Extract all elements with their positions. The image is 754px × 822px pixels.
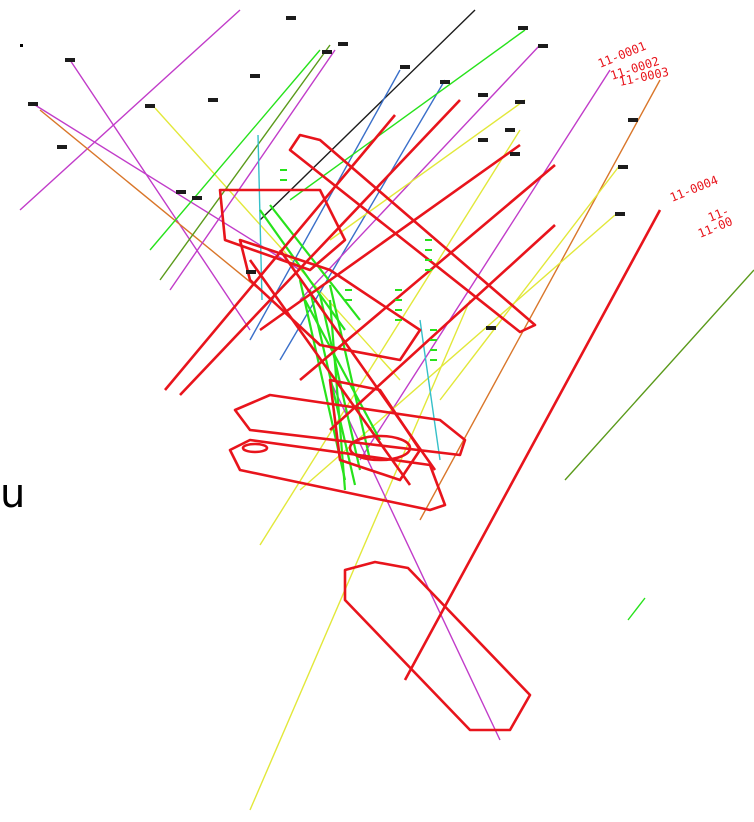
red-outlines [164, 99, 662, 732]
outline-block-2 [218, 188, 347, 272]
trace-olive [564, 269, 754, 481]
trace-green [627, 597, 646, 621]
drillhole-traces [19, 9, 754, 811]
trace-green [149, 49, 321, 251]
trace-yellow [249, 299, 471, 811]
trace-ticks [28, 16, 638, 330]
trace-black [259, 9, 476, 221]
trace-magenta [19, 9, 241, 211]
hole-labels: 11-0001 11-0002 11-0003 11-0004 11- 11-0… [596, 39, 735, 241]
trace-green [289, 29, 526, 201]
trace-yellow [154, 107, 401, 381]
sample-marks [280, 169, 437, 361]
trace-magenta [359, 69, 611, 461]
trace-magenta [299, 44, 541, 301]
outline-block-3 [238, 238, 422, 362]
outline-block-4 [233, 393, 467, 457]
trace-magenta [34, 104, 301, 271]
trace-orange [419, 79, 661, 521]
partial-glyph: u [0, 471, 26, 517]
trace-blue [279, 79, 446, 361]
hole-label: 11-0004 [668, 173, 720, 205]
trace-olive [159, 44, 331, 281]
trace-yellow [329, 99, 526, 241]
trace-magenta [329, 379, 501, 741]
outline-block-5 [228, 438, 447, 512]
trace-orange [39, 109, 261, 291]
outline-block-1 [288, 133, 537, 334]
outline-block-6 [343, 560, 532, 732]
trace-cyan [257, 134, 263, 301]
trace-magenta [169, 49, 336, 291]
outline-block-7 [328, 378, 422, 482]
trace-magenta [69, 59, 251, 331]
stray-dot [20, 44, 23, 47]
trace-yellow [259, 129, 521, 546]
trace-yellow [439, 164, 621, 401]
